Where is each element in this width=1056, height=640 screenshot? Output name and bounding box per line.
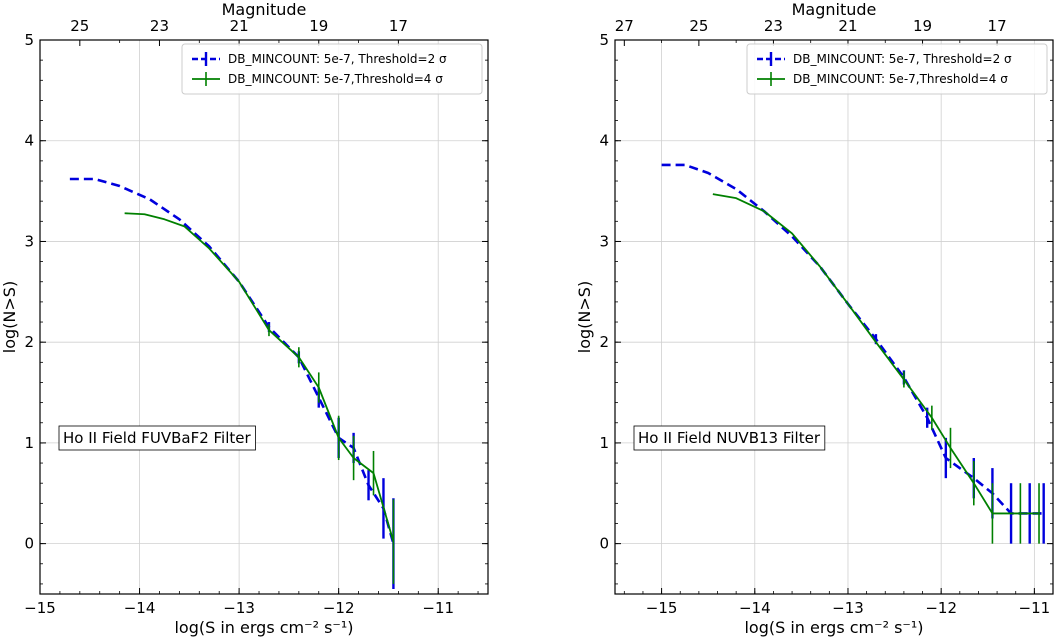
y-axis-label: log(N>S) bbox=[575, 281, 594, 353]
magnitude-tick-label: 21 bbox=[838, 17, 857, 35]
y-tick-label: 1 bbox=[24, 434, 34, 452]
series-1 bbox=[712, 193, 1040, 544]
x-axis-label: log(S in ergs cm⁻² s⁻¹) bbox=[744, 618, 923, 637]
magnitude-tick-label: 25 bbox=[70, 17, 89, 35]
y-tick-label: 5 bbox=[24, 31, 34, 49]
x-tick-label: −12 bbox=[323, 599, 355, 617]
plot-frame bbox=[39, 39, 489, 595]
x-tick-label: −15 bbox=[646, 599, 678, 617]
y-tick-label: 3 bbox=[24, 232, 34, 250]
legend-label: DB_MINCOUNT: 5e-7,Threshold=4 σ bbox=[793, 72, 1008, 86]
annotation-frame bbox=[633, 425, 826, 451]
magnitude-axis-label: Magnitude bbox=[792, 0, 877, 19]
annotation-text: Ho II Field NUVB13 Filter bbox=[638, 429, 821, 447]
magnitude-tick-label: 25 bbox=[689, 17, 708, 35]
x-tick-label: −14 bbox=[124, 599, 156, 617]
y-tick-label: 0 bbox=[24, 535, 34, 553]
x-tick-label: −13 bbox=[832, 599, 864, 617]
series-1 bbox=[124, 212, 395, 584]
series-line bbox=[124, 212, 395, 542]
series-line bbox=[661, 163, 1044, 515]
y-tick-label: 3 bbox=[599, 232, 609, 250]
y-axis-label: log(N>S) bbox=[0, 281, 19, 353]
annotation-frame bbox=[58, 425, 256, 451]
x-tick-label: −13 bbox=[223, 599, 255, 617]
y-tick-label: 4 bbox=[24, 132, 34, 150]
magnitude-tick-label: 23 bbox=[150, 17, 169, 35]
y-tick-label: 1 bbox=[599, 434, 609, 452]
legend-label: DB_MINCOUNT: 5e-7, Threshold=2 σ bbox=[793, 52, 1012, 66]
annotation-box: Ho II Field NUVB13 Filter bbox=[633, 425, 826, 451]
x-tick-label: −15 bbox=[24, 599, 56, 617]
series-0 bbox=[69, 177, 395, 589]
x-tick-label: −12 bbox=[925, 599, 957, 617]
y-tick-label: 0 bbox=[599, 535, 609, 553]
magnitude-tick-label: 23 bbox=[764, 17, 783, 35]
annotation-text: Ho II Field FUVBaF2 Filter bbox=[63, 429, 252, 447]
annotation-box: Ho II Field FUVBaF2 Filter bbox=[58, 425, 256, 451]
x-axis-label: log(S in ergs cm⁻² s⁻¹) bbox=[174, 618, 353, 637]
magnitude-tick-label: 19 bbox=[309, 17, 328, 35]
legend: DB_MINCOUNT: 5e-7, Threshold=2 σ DB_MINCO… bbox=[181, 43, 483, 95]
legend: DB_MINCOUNT: 5e-7, Threshold=2 σ DB_MINCO… bbox=[746, 43, 1048, 95]
y-tick-label: 2 bbox=[599, 333, 609, 351]
plot-frame bbox=[614, 39, 1054, 595]
legend-label: DB_MINCOUNT: 5e-7,Threshold=4 σ bbox=[228, 72, 443, 86]
magnitude-tick-label: 19 bbox=[913, 17, 932, 35]
magnitude-tick-label: 17 bbox=[389, 17, 408, 35]
legend-box bbox=[746, 43, 1048, 95]
legend-box bbox=[181, 43, 483, 95]
series-line bbox=[712, 193, 1040, 515]
legend-label: DB_MINCOUNT: 5e-7, Threshold=2 σ bbox=[228, 52, 447, 66]
x-tick-label: −11 bbox=[422, 599, 454, 617]
series-line bbox=[69, 177, 395, 544]
y-tick-label: 5 bbox=[599, 31, 609, 49]
series-0 bbox=[661, 163, 1045, 544]
magnitude-axis-label: Magnitude bbox=[222, 0, 307, 19]
magnitude-tick-label: 21 bbox=[230, 17, 249, 35]
y-tick-label: 4 bbox=[599, 132, 609, 150]
x-tick-label: −11 bbox=[1019, 599, 1051, 617]
magnitude-tick-label: 27 bbox=[615, 17, 634, 35]
x-tick-label: −14 bbox=[739, 599, 771, 617]
y-tick-label: 2 bbox=[24, 333, 34, 351]
magnitude-tick-label: 17 bbox=[988, 17, 1007, 35]
